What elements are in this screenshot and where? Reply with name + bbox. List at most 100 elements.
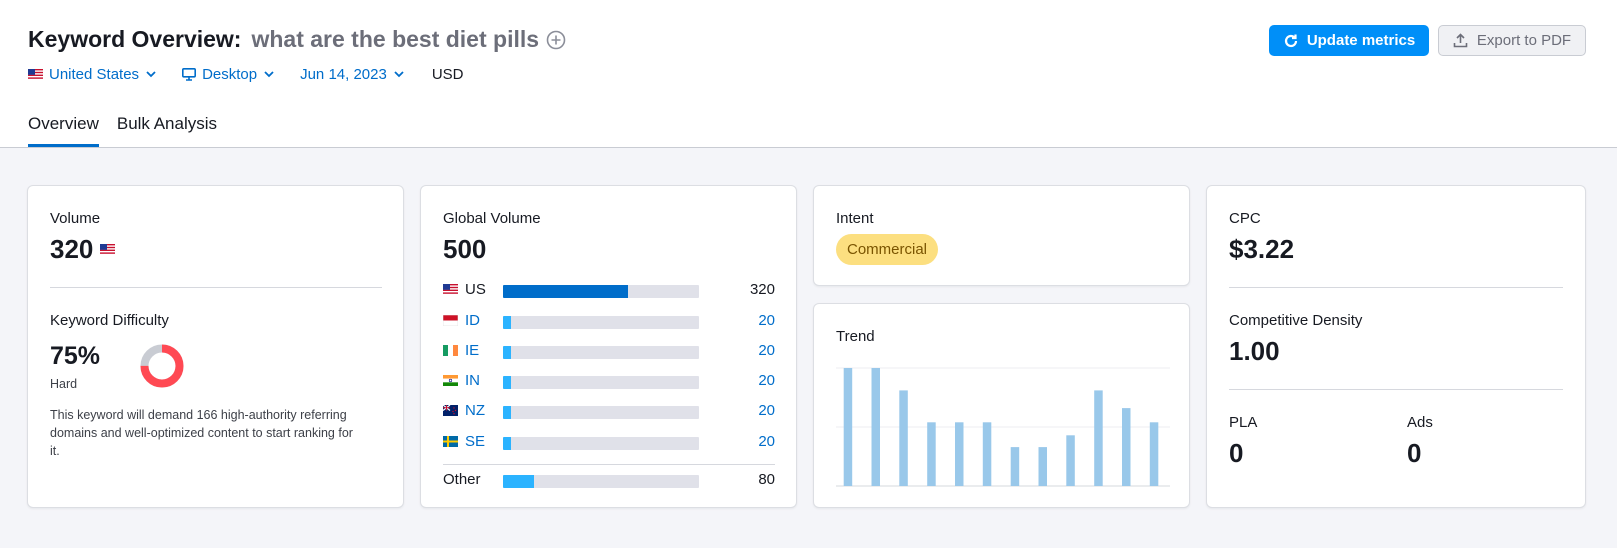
kd-donut-chart xyxy=(140,344,184,388)
country-code: US xyxy=(465,281,486,298)
nz-flag-icon xyxy=(443,405,458,416)
country-code[interactable]: IN xyxy=(465,372,480,389)
country-volume[interactable]: 20 xyxy=(758,402,775,419)
chevron-down-icon xyxy=(146,71,156,78)
country-row-other: Other 80 xyxy=(443,470,775,490)
cpc-label: CPC xyxy=(1229,210,1261,227)
volume-bar-fill xyxy=(503,316,511,329)
header: Keyword Overview: what are the best diet… xyxy=(0,0,1617,148)
export-pdf-button[interactable]: Export to PDF xyxy=(1438,25,1586,56)
trend-bar[interactable] xyxy=(1066,435,1075,486)
country-row-in[interactable]: IN 20 xyxy=(443,371,775,391)
device-filter-label: Desktop xyxy=(202,66,258,83)
country-row-us[interactable]: US 320 xyxy=(443,280,775,300)
volume-bar-fill xyxy=(503,406,511,419)
intent-card: Intent Commercial xyxy=(813,185,1190,286)
volume-bar-fill xyxy=(503,475,535,488)
intent-label: Intent xyxy=(836,210,874,227)
country-code[interactable]: ID xyxy=(465,312,480,329)
trend-chart xyxy=(836,367,1170,487)
intent-badge[interactable]: Commercial xyxy=(836,234,939,265)
se-flag-icon xyxy=(443,436,458,447)
volume-bar-track xyxy=(503,285,699,298)
id-flag-icon xyxy=(443,315,458,326)
tab-bulk-analysis[interactable]: Bulk Analysis xyxy=(116,114,218,133)
chevron-down-icon xyxy=(394,71,404,78)
trend-bar[interactable] xyxy=(899,390,908,486)
other-label: Other xyxy=(443,471,481,488)
ads-label: Ads xyxy=(1407,414,1433,431)
divider xyxy=(1229,287,1563,288)
kd-description: This keyword will demand 166 high-author… xyxy=(50,408,353,458)
volume-bar-track xyxy=(503,316,699,329)
pla-label: PLA xyxy=(1229,414,1258,431)
volume-bar-fill xyxy=(503,376,511,389)
country-row-id[interactable]: ID 20 xyxy=(443,311,775,331)
kd-level: Hard xyxy=(50,377,78,391)
currency-label: USD xyxy=(431,66,464,83)
country-row-se[interactable]: SE 20 xyxy=(443,432,775,452)
chevron-down-icon xyxy=(264,71,274,78)
volume-value: 320 xyxy=(50,234,94,264)
update-metrics-label: Update metrics xyxy=(1306,32,1416,49)
country-volume[interactable]: 20 xyxy=(758,433,775,450)
volume-bar-track xyxy=(503,437,699,450)
divider xyxy=(1229,389,1563,390)
trend-card: Trend xyxy=(813,303,1190,508)
device-filter[interactable]: Desktop xyxy=(182,66,274,83)
trend-bar[interactable] xyxy=(1010,447,1020,486)
export-pdf-label: Export to PDF xyxy=(1476,32,1572,49)
volume-bar-track xyxy=(503,346,699,359)
trend-bar[interactable] xyxy=(871,368,881,486)
cpc-card: CPC $3.22 Competitive Density 1.00 PLA 0… xyxy=(1206,185,1586,508)
cpc-value: $3.22 xyxy=(1229,234,1295,264)
country-filter[interactable]: United States xyxy=(28,66,156,83)
volume-label: Volume xyxy=(50,210,101,227)
trend-bar[interactable] xyxy=(982,422,992,486)
country-row-ie[interactable]: IE 20 xyxy=(443,341,775,361)
kd-label: Keyword Difficulty xyxy=(50,312,169,329)
competitive-density-value: 1.00 xyxy=(1229,336,1280,366)
country-code[interactable]: IE xyxy=(465,342,480,359)
add-keyword-icon[interactable] xyxy=(545,29,567,51)
country-volume[interactable]: 20 xyxy=(758,312,775,329)
trend-bar[interactable] xyxy=(927,422,936,486)
trend-bar[interactable] xyxy=(1149,422,1159,486)
tab-overview[interactable]: Overview xyxy=(28,114,99,147)
kd-donut-fill xyxy=(140,344,184,388)
filter-row: United States Desktop Jun 14, 2023 USD xyxy=(28,66,464,83)
divider xyxy=(50,287,382,288)
trend-bar[interactable] xyxy=(1094,390,1103,486)
volume-bar-track xyxy=(503,406,699,419)
tab-bar: Overview Bulk Analysis xyxy=(28,114,235,147)
refresh-icon xyxy=(1284,34,1297,47)
volume-bar-track xyxy=(503,475,699,488)
trend-bar[interactable] xyxy=(1038,447,1048,486)
volume-card: Volume 320 Keyword Difficulty 75% Hard T… xyxy=(27,185,404,508)
ie-flag-icon xyxy=(443,345,458,356)
desktop-icon xyxy=(182,68,197,81)
volume-bar-fill xyxy=(503,285,629,298)
title-row: Keyword Overview: what are the best diet… xyxy=(28,26,567,53)
date-filter-label: Jun 14, 2023 xyxy=(300,66,387,83)
us-flag-icon xyxy=(443,284,458,295)
date-filter[interactable]: Jun 14, 2023 xyxy=(300,66,404,83)
country-volume[interactable]: 20 xyxy=(758,372,775,389)
us-flag-icon xyxy=(100,244,116,255)
upload-icon xyxy=(1453,33,1468,48)
trend-bar[interactable] xyxy=(843,368,853,486)
trend-bar[interactable] xyxy=(1122,408,1131,486)
in-flag-icon xyxy=(443,375,458,386)
volume-value-row: 320 xyxy=(50,234,116,265)
keyword-title: what are the best diet pills xyxy=(251,26,540,52)
country-volume[interactable]: 20 xyxy=(758,342,775,359)
country-filter-label: United States xyxy=(49,66,140,83)
us-flag-icon xyxy=(28,69,43,80)
update-metrics-button[interactable]: Update metrics xyxy=(1269,25,1429,56)
trend-bar[interactable] xyxy=(955,422,964,486)
country-code[interactable]: SE xyxy=(465,433,486,450)
volume-bar-fill xyxy=(503,346,511,359)
country-row-nz[interactable]: NZ 20 xyxy=(443,401,775,421)
country-code[interactable]: NZ xyxy=(465,402,485,419)
other-volume: 80 xyxy=(758,471,775,488)
